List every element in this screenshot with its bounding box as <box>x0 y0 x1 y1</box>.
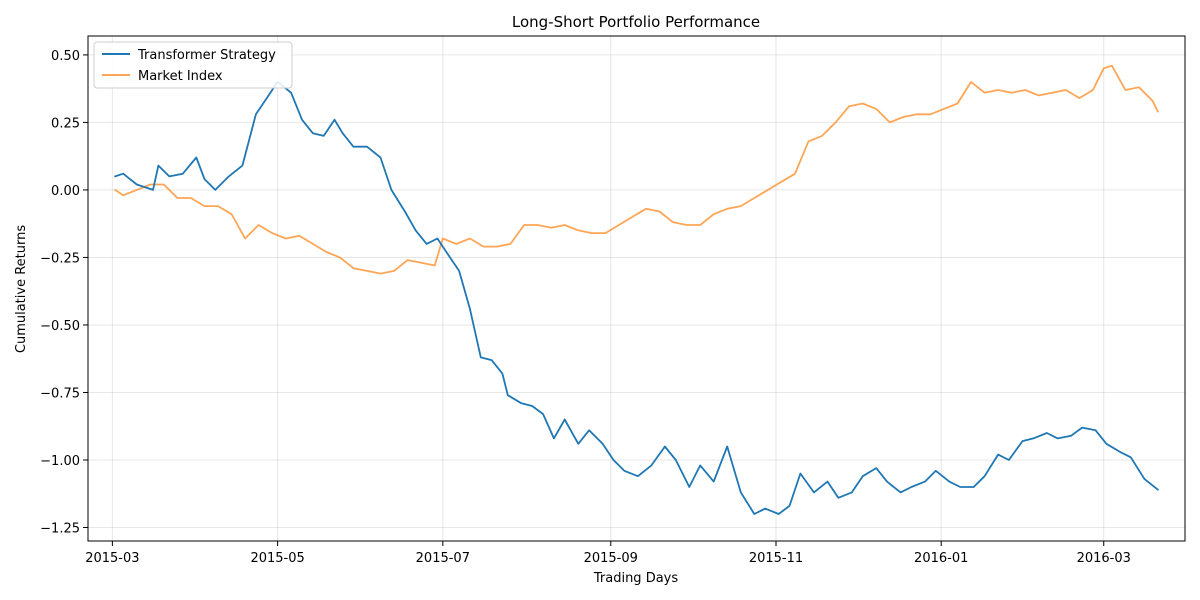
y-tick-label: −1.00 <box>40 454 80 469</box>
legend-box <box>93 41 293 89</box>
x-tick-label: 2016-03 <box>1077 551 1131 566</box>
series-layer <box>114 64 1159 515</box>
x-tick-label: 2015-11 <box>749 551 803 566</box>
legend: Transformer Strategy Market Index <box>93 41 293 89</box>
ticks: 2015-03 2015-05 2015-07 2015-09 2015-11 2016-… <box>40 49 1131 566</box>
y-axis-label: Cumulative Returns <box>14 225 29 353</box>
y-tick-label: −0.25 <box>40 251 80 266</box>
y-tick-label: −0.75 <box>40 386 80 401</box>
series-line-transformer-strategy <box>114 81 1159 515</box>
x-tick-label: 2015-07 <box>416 551 470 566</box>
y-tick-label: −1.25 <box>40 521 80 536</box>
x-tick-label: 2015-03 <box>85 551 139 566</box>
x-tick-label: 2015-09 <box>584 551 638 566</box>
x-tick-label: 2015-05 <box>250 551 304 566</box>
y-tick-label: 0.25 <box>51 116 80 131</box>
legend-label-transformer-strategy: Transformer Strategy <box>137 48 276 63</box>
grid <box>88 36 1185 541</box>
y-tick-label: 0.50 <box>51 49 80 64</box>
x-tick-label: 2016-01 <box>914 551 968 566</box>
x-axis-label: Trading Days <box>593 571 678 586</box>
series-line-market-index <box>114 64 1159 275</box>
y-tick-label: −0.50 <box>40 319 80 334</box>
y-tick-label: 0.00 <box>51 184 80 199</box>
legend-label-market-index: Market Index <box>138 69 223 84</box>
plot-frame <box>87 35 1186 542</box>
chart-title: Long-Short Portfolio Performance <box>512 13 760 31</box>
